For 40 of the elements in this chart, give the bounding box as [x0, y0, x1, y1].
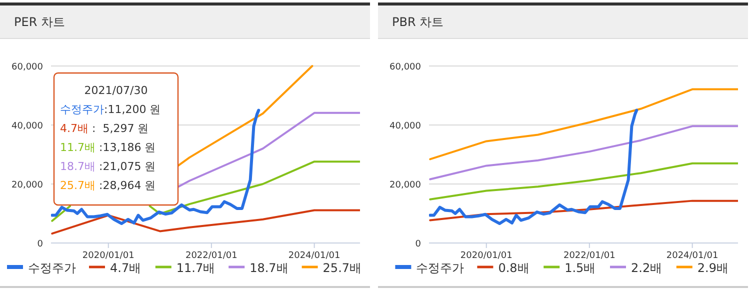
annotation: 2021/07/30 — [84, 84, 148, 97]
x-tick-label: 2022/01/01 — [185, 251, 238, 261]
legend-label: 4.7배 — [110, 261, 142, 275]
legend-label: 18.7배 — [250, 261, 288, 275]
line-series — [176, 65, 314, 168]
annotation: 수정주가:11,200 원 — [60, 103, 161, 116]
legend-label: 2.2배 — [631, 261, 662, 275]
x-tick-label: 2024/01/01 — [288, 251, 340, 261]
legend-label: 수정주가 — [28, 261, 76, 275]
annotation: 4.7배 : 5,297 원 — [60, 122, 149, 135]
x-tick-label: 2020/01/01 — [460, 251, 512, 261]
x-tick-label: 2022/01/01 — [563, 251, 616, 261]
x-tick-label: 2020/01/01 — [82, 251, 134, 261]
y-tick-label: 60,000 — [390, 62, 422, 72]
legend-label: 2.9배 — [697, 261, 728, 275]
chart-title: PER 차트 — [14, 15, 65, 29]
y-tick-label: 60,000 — [12, 62, 44, 72]
line-series — [51, 209, 360, 235]
line-series — [429, 88, 738, 160]
y-tick-label: 20,000 — [12, 180, 44, 190]
y-tick-label: 40,000 — [390, 122, 422, 132]
annotation: 18.7배 :21,075 원 — [60, 160, 156, 173]
y-tick-label: 40,000 — [12, 122, 44, 132]
legend-label: 11.7배 — [176, 261, 216, 275]
annotation: 25.7배 :28,964 원 — [60, 179, 156, 192]
y-tick-label: 0 — [415, 240, 422, 250]
line-series — [429, 200, 738, 222]
line-series — [176, 112, 360, 189]
legend-label: 0.8배 — [498, 261, 530, 275]
chart-title: PBR 차트 — [392, 15, 444, 29]
legend-label: 25.7배 — [322, 261, 362, 275]
legend-label: 수정주가 — [416, 261, 464, 275]
x-tick-label: 2024/01/01 — [666, 251, 718, 261]
y-tick-label: 0 — [37, 240, 44, 250]
annotation: 11.7배 :13,186 원 — [60, 141, 156, 154]
y-tick-label: 20,000 — [390, 180, 422, 190]
legend-label: 1.5배 — [564, 261, 596, 275]
line-series — [429, 125, 738, 180]
line-series — [429, 108, 638, 226]
line-series — [429, 162, 738, 200]
